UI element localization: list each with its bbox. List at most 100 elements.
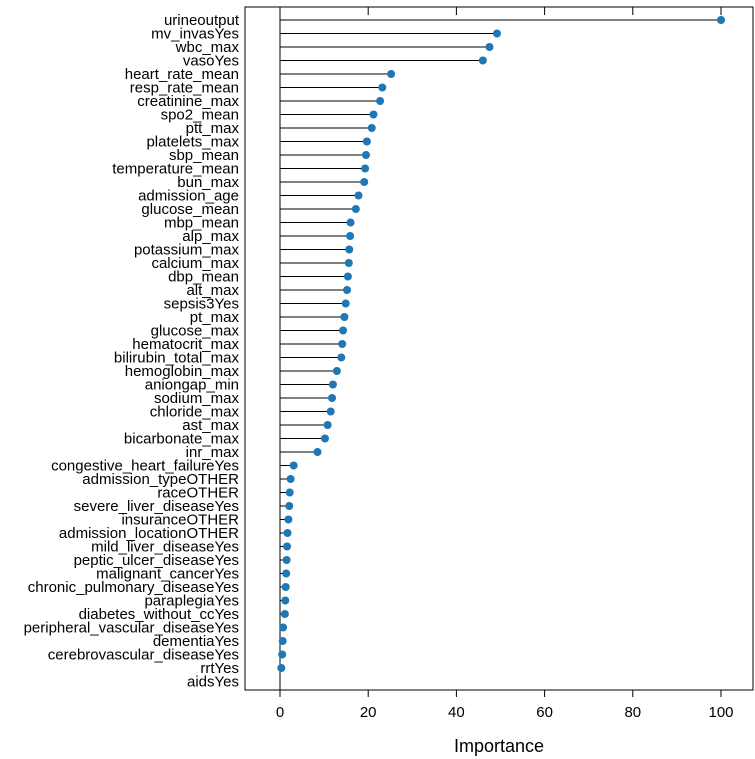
variable-label: spo2_mean [161,107,239,124]
variable-label: bun_max [177,174,239,191]
variable-label: admission_locationOTHER [59,525,239,542]
variable-label: peripheral_vascular_diseaseYes [24,620,239,637]
importance-point [376,97,385,105]
importance-point [284,515,293,524]
variable-label: insuranceOTHER [121,512,239,529]
importance-point [344,259,353,267]
importance-point [286,475,295,483]
x-tick-label: 60 [536,704,553,721]
importance-point [278,637,287,645]
x-axis: 0 20 40 60 80 100 [276,690,734,721]
importance-point [279,623,288,632]
importance-point [346,232,355,240]
importance-point [346,218,355,227]
variable-label: aniongap_min [145,377,239,394]
importance-point [343,286,352,294]
variable-label: resp_rate_mean [130,80,239,97]
variable-label: glucose_mean [141,201,239,218]
variable-label: mild_liver_diseaseYes [91,539,239,556]
variable-label: potassium_max [134,242,240,259]
importance-point [339,326,348,335]
variable-label: bilirubin_total_max [114,350,240,367]
variable-label: aidsYes [187,674,239,691]
importance-point [313,448,322,456]
x-tick-label: 20 [360,704,377,721]
variable-label: glucose_max [151,323,240,340]
importance-point [337,353,346,362]
importance-point [278,650,287,659]
variable-label: dementiaYes [153,633,239,650]
variable-label: sodium_max [154,390,240,407]
importance-point [332,367,341,375]
x-tick-label: 40 [448,704,465,721]
variable-label: bicarbonate_max [124,431,240,448]
importance-point [280,610,289,618]
variable-label: congestive_heart_failureYes [51,458,239,475]
importance-point [277,664,286,672]
importance-point [478,56,487,65]
importance-point [378,83,387,92]
importance-point [369,110,378,119]
x-tick-label: 0 [276,704,284,721]
variable-label: mbp_mean [164,215,239,232]
variable-label: chronic_pulmonary_diseaseYes [28,579,239,596]
variable-label: peptic_ulcer_diseaseYes [74,552,239,569]
variable-label: pt_max [190,309,240,326]
importance-point [354,191,363,200]
importance-point [285,488,294,497]
variable-label: calcium_max [151,255,239,272]
importance-point [340,313,349,321]
importance-point [361,151,370,159]
variable-label: wbc_max [175,39,240,56]
importance-point [492,29,501,38]
importance-point [281,596,290,605]
variable-label: malignant_cancerYes [96,566,239,583]
variable-label: temperature_mean [112,161,239,178]
variable-label: admission_age [138,188,239,205]
variable-label: alt_max [186,282,239,299]
importance-point [351,205,360,213]
importance-point [326,407,335,416]
importance-point [283,542,292,551]
variable-label: hematocrit_max [132,336,239,353]
x-axis-title: Importance [454,736,544,756]
variable-label: ast_max [182,417,239,434]
importance-point [282,556,291,564]
variable-label: chloride_max [150,404,240,421]
variable-label: hemoglobin_max [125,363,240,380]
variable-label: dbp_mean [168,269,239,286]
variable-label: paraplegiaYes [144,593,239,610]
variable-label: sepsis3Yes [164,296,239,313]
importance-point [289,461,298,470]
variable-label: rrtYes [200,660,239,677]
variable-label: heart_rate_mean [125,66,239,83]
importance-point [328,380,337,389]
importance-point [717,16,725,24]
variable-labels: urineoutputmv_invasYeswbc_maxvasoYeshear… [24,12,240,691]
x-tick-label: 80 [624,704,641,721]
importance-point [320,434,329,443]
importance-point [362,137,371,146]
variable-label: vasoYes [183,53,239,70]
importance-point [387,70,396,78]
variable-label: ptt_max [186,120,240,137]
importance-point [360,178,369,186]
variable-label: diabetes_without_ccYes [79,606,239,623]
importance-point [341,299,350,308]
variable-label: platelets_max [146,134,239,151]
importance-point [485,43,494,51]
importance-point [281,583,290,591]
plot-area [244,6,754,691]
variable-label: creatinine_max [137,93,239,110]
variable-label: admission_typeOTHER [82,471,239,488]
variable-label: sbp_mean [169,147,239,164]
x-tick-label: 100 [708,704,733,721]
importance-point [328,394,337,402]
importance-point [323,421,332,429]
variable-label: urineoutput [164,12,240,29]
importance-point [343,272,352,281]
variable-label: raceOTHER [157,485,239,502]
plot-frame [244,6,754,691]
importance-point [338,340,347,348]
